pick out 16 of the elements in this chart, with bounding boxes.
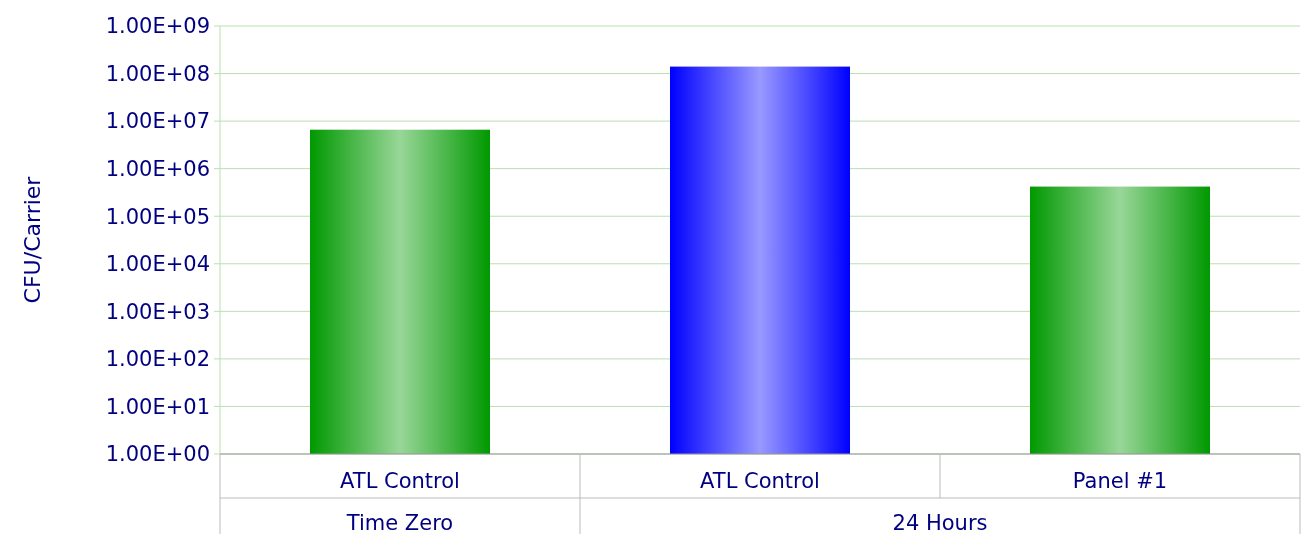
y-axis-title: CFU/Carrier xyxy=(20,175,45,304)
y-tick-label: 1.00E+05 xyxy=(105,204,210,229)
y-tick-label: 1.00E+09 xyxy=(105,14,210,39)
y-tick-label: 1.00E+04 xyxy=(105,252,210,277)
x-tick-label: ATL Control xyxy=(700,469,820,493)
y-tick-label: 1.00E+01 xyxy=(105,394,210,419)
x-tick-label: Panel #1 xyxy=(1072,469,1168,493)
text: Time Zero xyxy=(345,511,454,535)
y-tick-label: 1.00E+08 xyxy=(105,61,210,86)
y-tick-label: 1.00E+00 xyxy=(105,442,210,467)
y-tick-label: 1.00E+02 xyxy=(105,347,210,372)
text: 24 Hours xyxy=(892,511,988,535)
x-tick-label: ATL Control xyxy=(340,469,460,493)
y-tick-label: 1.00E+06 xyxy=(105,157,210,182)
y-tick-label: 1.00E+03 xyxy=(105,299,210,324)
y-tick-label: 1.00E+07 xyxy=(105,109,210,134)
